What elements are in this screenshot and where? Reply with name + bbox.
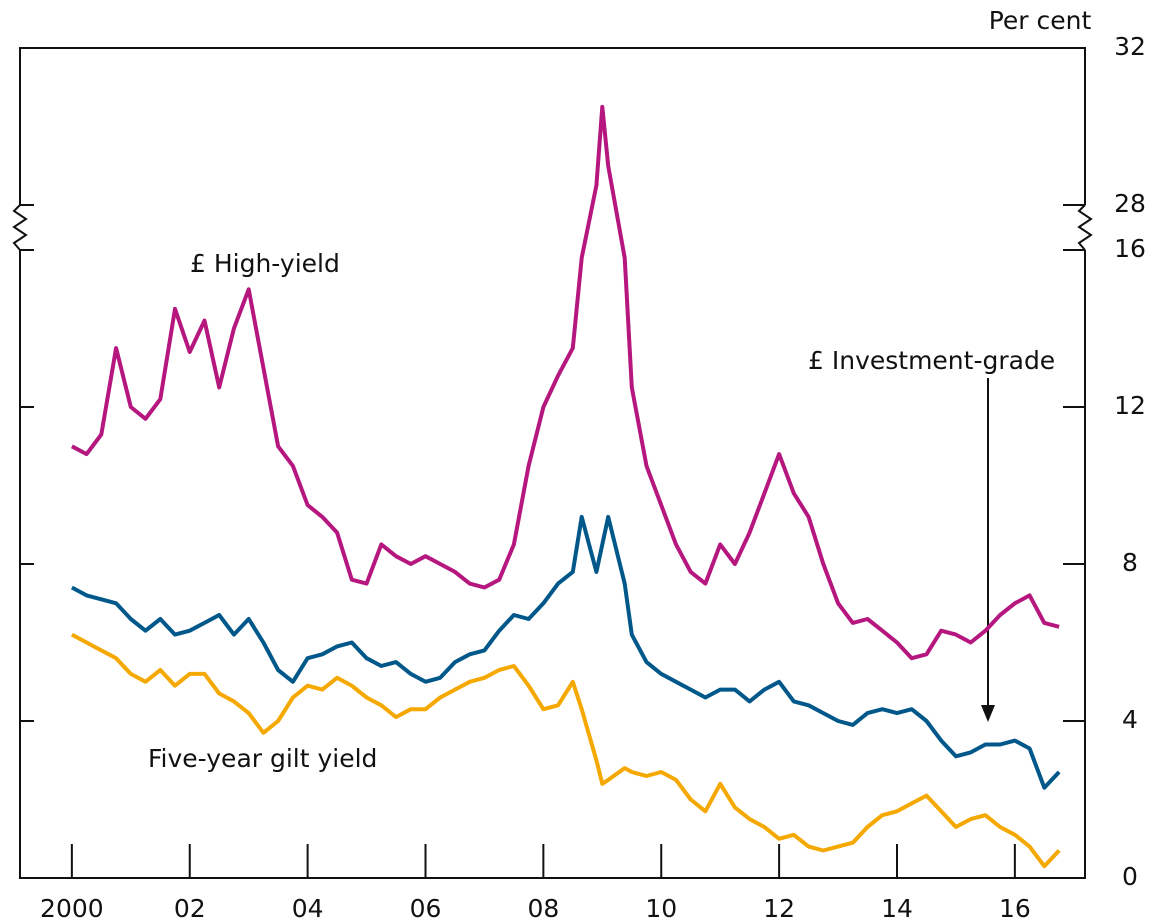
y-tick-label: 12 <box>1114 391 1146 420</box>
x-tick-label: 10 <box>645 894 677 923</box>
axis-break-right <box>1077 204 1093 251</box>
series-line <box>70 514 1061 790</box>
x-tick-label: 16 <box>999 894 1031 923</box>
x-tick-label: 06 <box>410 894 442 923</box>
x-tick-label: 12 <box>763 894 795 923</box>
annotation-arrowhead <box>981 705 995 722</box>
frame-top <box>19 47 1086 205</box>
y-tick-label: 0 <box>1122 862 1138 891</box>
frame-bottom <box>19 250 1086 879</box>
series-label: £ Investment-grade <box>808 346 1055 375</box>
series-label: £ High-yield <box>190 249 340 278</box>
y-tick-label: 28 <box>1114 189 1146 218</box>
series-label: Five-year gilt yield <box>148 744 377 773</box>
series-line <box>70 632 1061 869</box>
x-tick-label: 2000 <box>40 894 104 923</box>
x-tick-label: 08 <box>527 894 559 923</box>
y-tick-label: 16 <box>1114 234 1146 263</box>
x-tick-label: 02 <box>174 894 206 923</box>
axis-unit-label: Per cent <box>989 6 1092 35</box>
y-tick-label: 8 <box>1122 548 1138 577</box>
series-line <box>70 104 1060 661</box>
y-tick-label: 4 <box>1122 705 1138 734</box>
x-tick-label: 04 <box>292 894 324 923</box>
axis-break-left <box>12 204 28 251</box>
y-tick-label: 32 <box>1114 32 1146 61</box>
x-tick-label: 14 <box>881 894 913 923</box>
